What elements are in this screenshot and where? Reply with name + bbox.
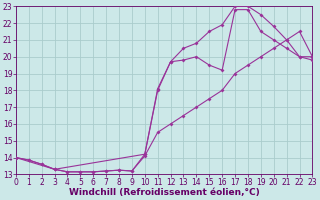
X-axis label: Windchill (Refroidissement éolien,°C): Windchill (Refroidissement éolien,°C) [69,188,260,197]
